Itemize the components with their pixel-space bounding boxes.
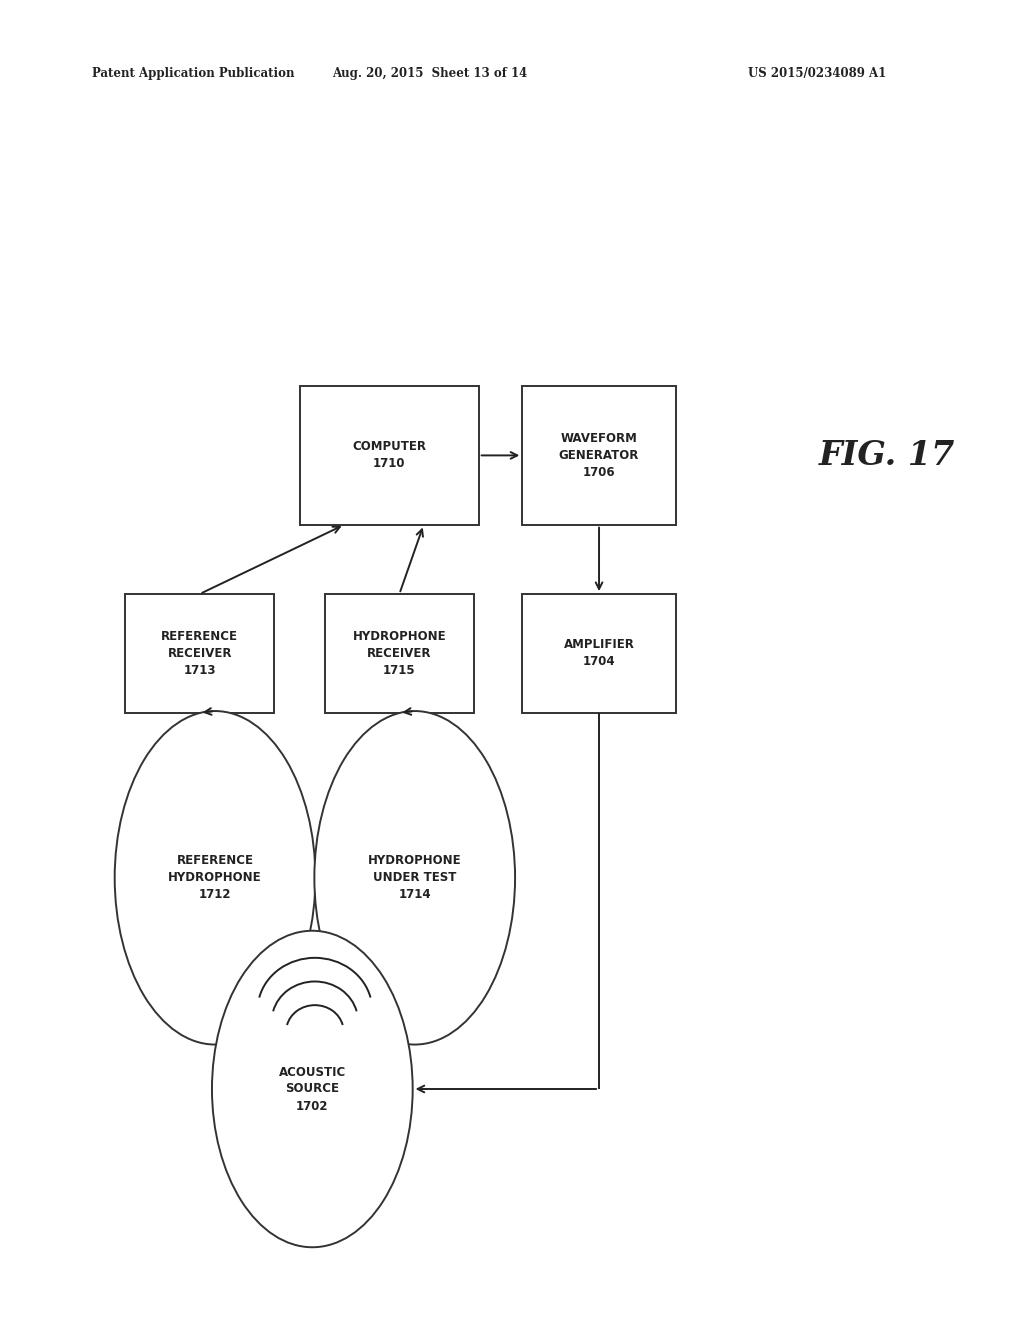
- Bar: [299, 385, 478, 524]
- Text: ACOUSTIC
SOURCE
1702: ACOUSTIC SOURCE 1702: [279, 1065, 346, 1113]
- Bar: [522, 385, 676, 524]
- Text: HYDROPHONE
RECEIVER
1715: HYDROPHONE RECEIVER 1715: [352, 630, 446, 677]
- Bar: [326, 594, 473, 713]
- Text: REFERENCE
RECEIVER
1713: REFERENCE RECEIVER 1713: [161, 630, 239, 677]
- Ellipse shape: [314, 711, 515, 1044]
- Text: Aug. 20, 2015  Sheet 13 of 14: Aug. 20, 2015 Sheet 13 of 14: [333, 67, 527, 81]
- Text: US 2015/0234089 A1: US 2015/0234089 A1: [748, 67, 886, 81]
- Text: HYDROPHONE
UNDER TEST
1714: HYDROPHONE UNDER TEST 1714: [368, 854, 462, 902]
- Text: FIG. 17: FIG. 17: [819, 438, 955, 471]
- Ellipse shape: [212, 931, 413, 1247]
- Text: REFERENCE
HYDROPHONE
1712: REFERENCE HYDROPHONE 1712: [168, 854, 262, 902]
- Ellipse shape: [115, 711, 315, 1044]
- Text: Patent Application Publication: Patent Application Publication: [92, 67, 295, 81]
- Text: AMPLIFIER
1704: AMPLIFIER 1704: [563, 639, 635, 668]
- Text: COMPUTER
1710: COMPUTER 1710: [352, 441, 426, 470]
- Text: WAVEFORM
GENERATOR
1706: WAVEFORM GENERATOR 1706: [559, 432, 639, 479]
- Bar: [522, 594, 676, 713]
- Bar: [126, 594, 274, 713]
